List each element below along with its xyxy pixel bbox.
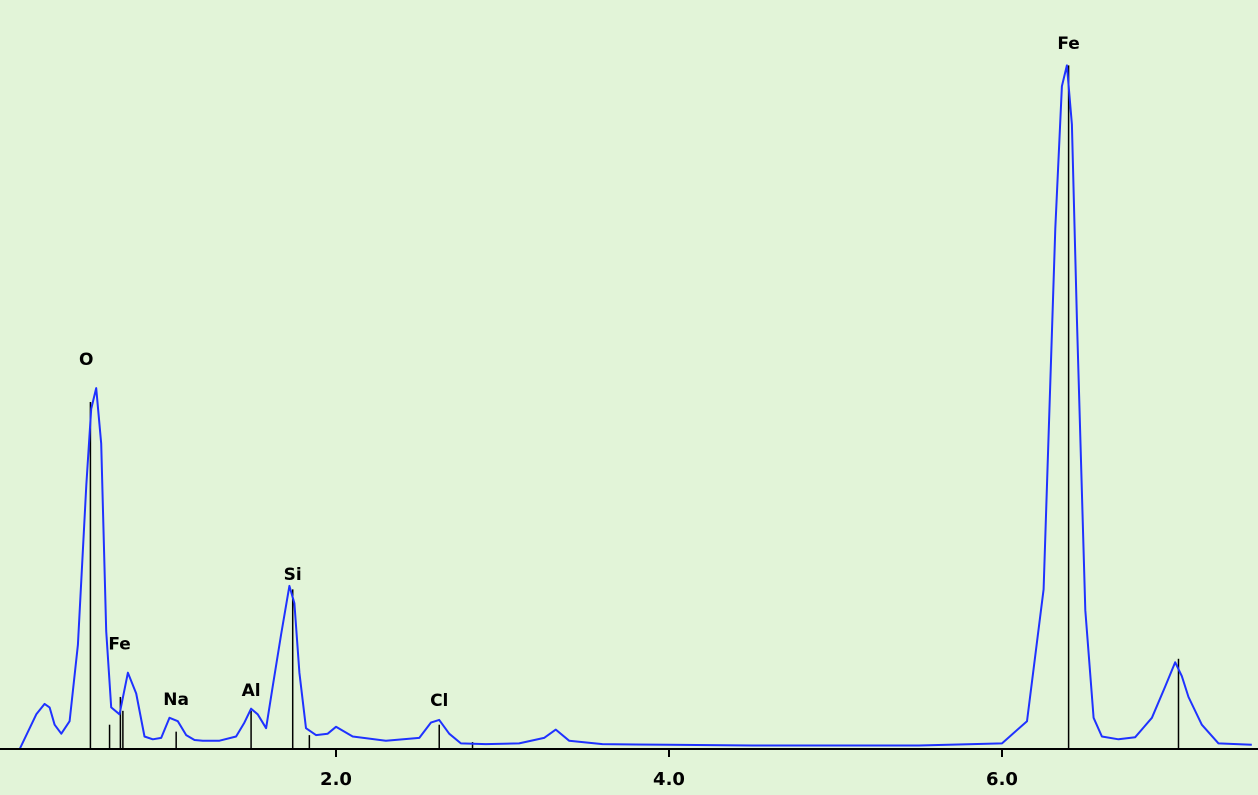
x-tick-label: 6.0 (986, 769, 1018, 790)
element-label: Si (284, 565, 302, 585)
element-label: Cl (430, 691, 448, 711)
spectrum-line (18, 64, 1252, 750)
element-label: Fe (1057, 34, 1079, 54)
peak-marker-lines (89, 65, 1180, 749)
x-tick-label: 4.0 (653, 769, 685, 790)
element-label: Al (242, 681, 261, 701)
peak-labels: O Fe Na Al Si Cl Fe (79, 34, 1080, 711)
element-label: Na (163, 690, 189, 710)
x-tick-label: 2.0 (320, 769, 352, 790)
spectrum-series (18, 64, 1252, 750)
x-axis-ticks: 2.0 4.0 6.0 (320, 749, 1018, 790)
element-label: O (79, 350, 93, 370)
element-label: Fe (108, 634, 130, 654)
